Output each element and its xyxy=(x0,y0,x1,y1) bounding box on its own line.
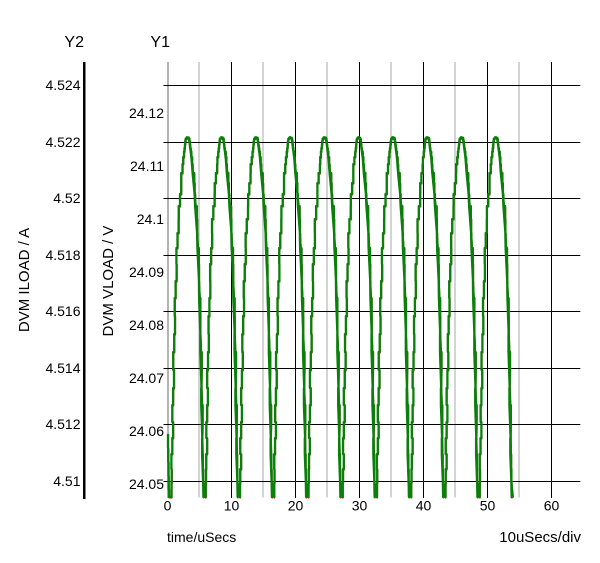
svg-text:24.06: 24.06 xyxy=(129,423,164,439)
svg-text:24.1: 24.1 xyxy=(137,211,164,227)
svg-text:4.516: 4.516 xyxy=(45,303,80,319)
svg-text:30: 30 xyxy=(352,498,368,514)
svg-text:10: 10 xyxy=(224,498,240,514)
svg-text:60: 60 xyxy=(544,498,560,514)
svg-text:50: 50 xyxy=(480,498,496,514)
svg-text:4.522: 4.522 xyxy=(45,134,80,150)
svg-text:24.05: 24.05 xyxy=(129,476,164,492)
svg-text:4.514: 4.514 xyxy=(45,360,80,376)
svg-text:40: 40 xyxy=(416,498,432,514)
svg-text:time/uSecs: time/uSecs xyxy=(167,529,236,545)
svg-text:4.518: 4.518 xyxy=(45,247,80,263)
svg-text:4.524: 4.524 xyxy=(45,77,80,93)
svg-text:24.08: 24.08 xyxy=(129,317,164,333)
svg-text:24.12: 24.12 xyxy=(129,105,164,121)
svg-text:10uSecs/div: 10uSecs/div xyxy=(499,529,581,546)
svg-text:Y2: Y2 xyxy=(64,34,84,51)
svg-text:0: 0 xyxy=(164,498,172,514)
svg-text:Y1: Y1 xyxy=(150,34,170,51)
svg-text:4.51: 4.51 xyxy=(53,473,80,489)
svg-text:24.09: 24.09 xyxy=(129,264,164,280)
svg-text:DVM ILOAD / A: DVM ILOAD / A xyxy=(16,228,33,332)
svg-text:4.512: 4.512 xyxy=(45,416,80,432)
svg-text:4.52: 4.52 xyxy=(53,190,80,206)
svg-text:24.07: 24.07 xyxy=(129,370,164,386)
svg-text:20: 20 xyxy=(288,498,304,514)
svg-text:24.11: 24.11 xyxy=(130,158,164,174)
svg-text:DVM VLOAD / V: DVM VLOAD / V xyxy=(100,226,117,337)
